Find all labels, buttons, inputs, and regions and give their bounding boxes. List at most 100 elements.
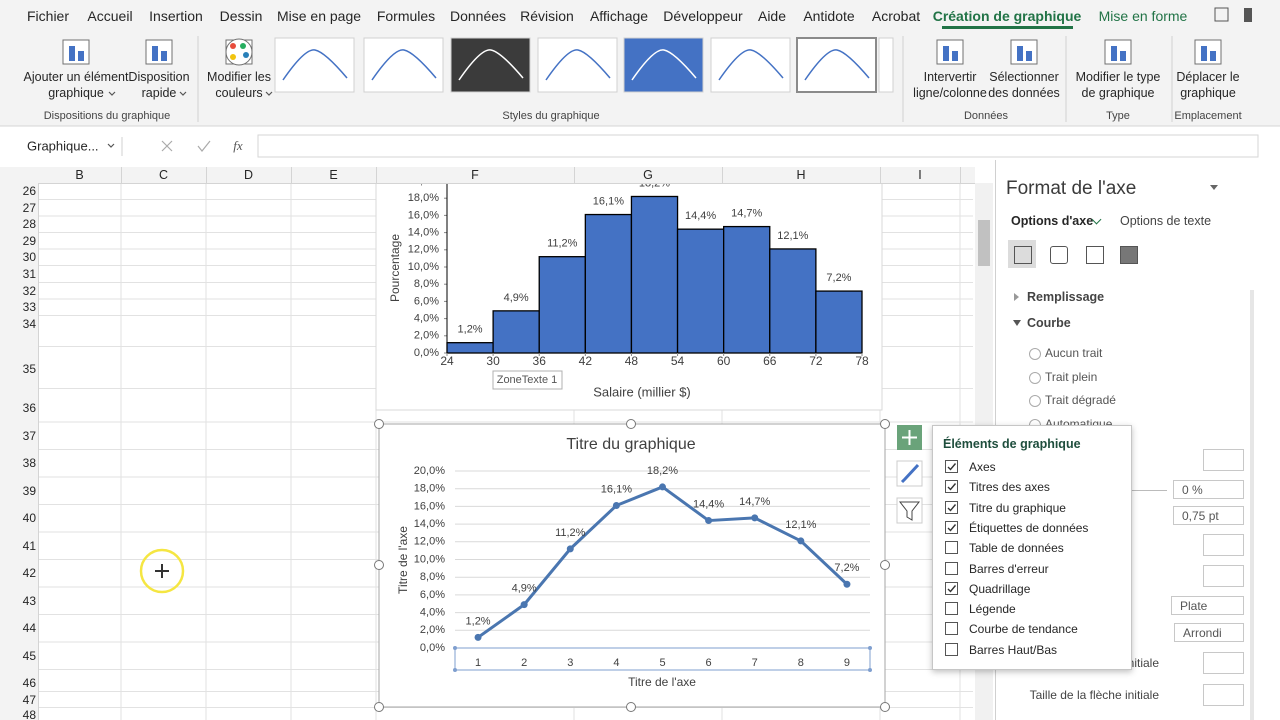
- panel-field[interactable]: Arrondi: [1174, 623, 1244, 642]
- panel-tab[interactable]: Options d'axe: [1011, 214, 1094, 228]
- ribbon-button-label[interactable]: rapide: [141, 86, 177, 100]
- checkbox[interactable]: [945, 642, 958, 656]
- ribbon-button-label[interactable]: Intervertir: [923, 70, 977, 84]
- row-header[interactable]: 44: [22, 621, 36, 635]
- ribbon-tab[interactable]: Données: [449, 8, 507, 24]
- row-header[interactable]: 41: [22, 539, 36, 553]
- ribbon-button-label[interactable]: Modifier les: [207, 70, 271, 84]
- row-header[interactable]: 34: [22, 317, 36, 331]
- ribbon-tab[interactable]: Accueil: [87, 8, 133, 24]
- radio-button[interactable]: [1029, 348, 1041, 360]
- column-header[interactable]: D: [243, 168, 254, 182]
- row-header[interactable]: 29: [22, 234, 36, 248]
- panel-icon[interactable]: [1086, 246, 1104, 264]
- dropdown-button[interactable]: [1203, 534, 1244, 556]
- panel-menu[interactable]: [1210, 185, 1218, 190]
- dropdown-button[interactable]: [1203, 449, 1244, 471]
- row-header[interactable]: 45: [22, 649, 36, 663]
- row-header[interactable]: 38: [22, 456, 36, 470]
- row-header[interactable]: 31: [22, 267, 36, 281]
- checkbox[interactable]: [945, 541, 958, 555]
- ribbon-button-label[interactable]: graphique: [1180, 86, 1236, 100]
- ribbon-button-label[interactable]: ligne/colonne: [913, 86, 987, 100]
- row-header[interactable]: 33: [22, 300, 36, 314]
- checkbox-label[interactable]: Axes: [969, 460, 996, 474]
- column-header[interactable]: H: [796, 168, 806, 182]
- dropdown-button[interactable]: [1203, 565, 1244, 587]
- panel-field[interactable]: Plate: [1171, 596, 1244, 615]
- panel-section[interactable]: Remplissage: [1027, 290, 1105, 304]
- checkbox[interactable]: [945, 520, 958, 534]
- checkbox-label[interactable]: Titres des axes: [969, 480, 1050, 495]
- ribbon-button-label[interactable]: Disposition: [128, 70, 190, 84]
- checkbox[interactable]: [945, 500, 958, 514]
- row-header[interactable]: 26: [22, 184, 36, 198]
- checkbox-label[interactable]: Barres d'erreur: [969, 561, 1049, 576]
- radio-button[interactable]: [1029, 372, 1041, 384]
- ribbon-button-label[interactable]: Ajouter un élément: [23, 70, 129, 84]
- row-header[interactable]: 48: [22, 708, 36, 720]
- column-header[interactable]: C: [158, 168, 169, 182]
- insert-function[interactable]: fx: [233, 138, 243, 153]
- ribbon-button-label[interactable]: des données: [988, 86, 1060, 100]
- ribbon-tab[interactable]: Mise en forme: [1098, 8, 1188, 24]
- row-header[interactable]: 32: [22, 284, 36, 298]
- column-header[interactable]: I: [918, 168, 922, 182]
- row-header[interactable]: 42: [22, 566, 36, 580]
- row-header[interactable]: 47: [22, 693, 36, 707]
- name-box[interactable]: Graphique...: [27, 138, 99, 154]
- panel-icon[interactable]: [1014, 246, 1032, 264]
- column-header[interactable]: G: [643, 168, 653, 182]
- checkbox-label[interactable]: Légende: [969, 602, 1016, 617]
- column-header[interactable]: F: [471, 168, 479, 182]
- checkbox[interactable]: [945, 480, 958, 494]
- ribbon-tab[interactable]: Création de graphique: [932, 8, 1082, 24]
- column-header[interactable]: E: [329, 168, 338, 182]
- panel-field[interactable]: 0 %: [1173, 480, 1244, 499]
- row-header[interactable]: 36: [22, 401, 36, 415]
- checkbox[interactable]: [945, 622, 958, 636]
- radio-button[interactable]: [1029, 395, 1041, 407]
- ribbon-button-label[interactable]: graphique: [48, 86, 104, 100]
- checkbox-label[interactable]: Courbe de tendance: [969, 622, 1078, 637]
- column-header[interactable]: B: [75, 168, 84, 182]
- ribbon-button-label[interactable]: Sélectionner: [989, 70, 1059, 84]
- row-header[interactable]: 37: [22, 429, 36, 443]
- panel-field[interactable]: 0,75 pt: [1173, 506, 1244, 525]
- checkbox-label[interactable]: Titre du graphique: [969, 500, 1066, 515]
- ribbon-button-label[interactable]: Déplacer le: [1176, 70, 1240, 84]
- row-header[interactable]: 43: [22, 594, 36, 608]
- ribbon-tab[interactable]: Fichier: [26, 8, 70, 24]
- checkbox[interactable]: [945, 561, 958, 575]
- ribbon-button-label[interactable]: de graphique: [1081, 86, 1155, 100]
- row-header[interactable]: 46: [22, 676, 36, 690]
- dropdown-button[interactable]: [1203, 652, 1244, 674]
- dropdown-button[interactable]: [1203, 684, 1244, 706]
- row-header[interactable]: 27: [22, 201, 36, 215]
- ribbon-tab[interactable]: Affichage: [589, 8, 649, 24]
- checkbox[interactable]: [945, 581, 958, 595]
- ribbon-tab[interactable]: Formules: [376, 8, 436, 24]
- row-header[interactable]: 39: [22, 484, 36, 498]
- panel-icon[interactable]: [1050, 246, 1068, 264]
- checkbox[interactable]: [945, 460, 958, 473]
- ribbon-tab[interactable]: Développeur: [663, 8, 743, 24]
- ribbon-button-label[interactable]: Modifier le type: [1075, 70, 1161, 84]
- panel-icon[interactable]: [1120, 246, 1138, 264]
- ribbon-tab[interactable]: Dessin: [219, 8, 263, 24]
- ribbon-tab[interactable]: Mise en page: [276, 8, 362, 24]
- row-header[interactable]: 30: [22, 250, 36, 264]
- row-header[interactable]: 35: [22, 362, 36, 376]
- panel-tab[interactable]: Options de texte: [1120, 214, 1212, 228]
- ribbon-tab[interactable]: Acrobat: [871, 8, 921, 24]
- row-header[interactable]: 40: [22, 511, 36, 525]
- ribbon-tab[interactable]: Antidote: [803, 8, 855, 24]
- checkbox-label[interactable]: Étiquettes de données: [969, 520, 1089, 535]
- ribbon-tab[interactable]: Révision: [520, 8, 574, 24]
- ribbon-tab[interactable]: Aide: [757, 8, 787, 24]
- ribbon-tab[interactable]: Insertion: [149, 8, 203, 24]
- row-header[interactable]: 28: [22, 217, 36, 231]
- checkbox[interactable]: [945, 602, 958, 616]
- checkbox-label[interactable]: Barres Haut/Bas: [969, 642, 1058, 657]
- checkbox-label[interactable]: Table de données: [969, 541, 1064, 556]
